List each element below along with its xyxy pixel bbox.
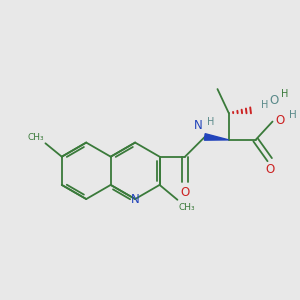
Text: H: H [207,117,214,128]
Text: N: N [194,118,202,132]
Text: CH₃: CH₃ [179,203,196,212]
Text: O: O [269,94,278,107]
Text: H: H [261,100,268,110]
Text: H: H [289,110,297,120]
Text: O: O [180,186,190,199]
Text: N: N [131,193,140,206]
Text: O: O [265,163,274,176]
Text: O: O [275,114,285,127]
Text: H: H [281,89,288,99]
Polygon shape [204,134,229,140]
Text: CH₃: CH₃ [27,133,44,142]
